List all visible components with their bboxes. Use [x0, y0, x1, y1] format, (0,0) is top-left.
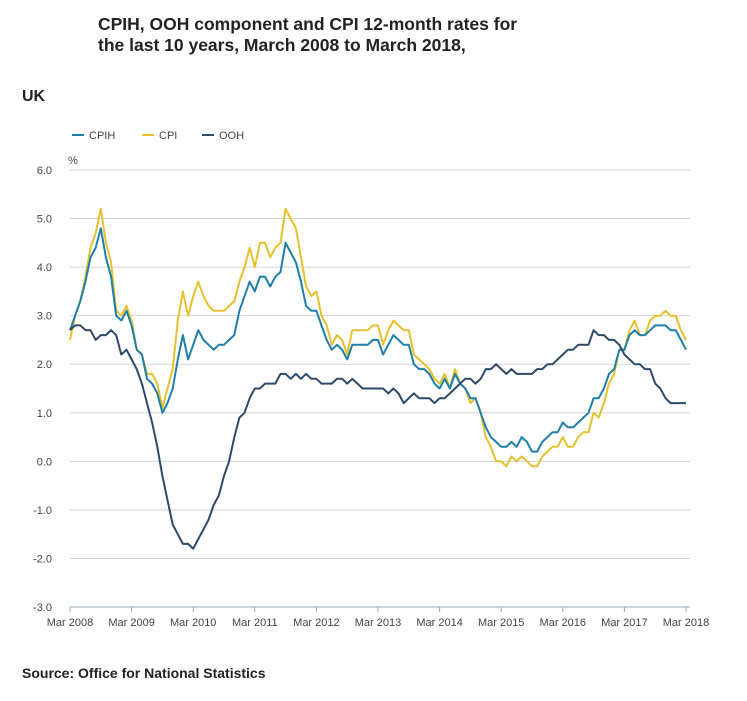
legend-label: OOH [219, 130, 244, 142]
x-tick-label: Mar 2012 [293, 617, 339, 629]
series-lines [69, 207, 687, 550]
y-tick-label: 0.0 [37, 456, 52, 468]
y-tick-label: -3.0 [33, 602, 52, 614]
x-tick-label: Mar 2011 [232, 617, 278, 629]
chart-subtitle: UK [22, 88, 46, 105]
x-tick-label: Mar 2015 [478, 617, 524, 629]
source-note: Source: Office for National Statistics [22, 665, 266, 681]
x-tick-labels: Mar 2008 Mar 2009 Mar 2010 Mar 2011 Mar 2012… [47, 607, 709, 629]
x-tick-label: Mar 2008 [47, 617, 93, 629]
x-tick-label: Mar 2017 [601, 617, 647, 629]
y-tick-label: -2.0 [33, 553, 52, 565]
y-tick-label: 3.0 [37, 311, 52, 323]
series-line-cpih [69, 227, 687, 453]
y-tick-label: 4.0 [37, 262, 52, 274]
legend: CPIH CPI OOH [72, 130, 244, 142]
legend-label: CPIH [89, 130, 115, 142]
y-tick-label: 2.0 [37, 359, 52, 371]
y-axis-label: % [68, 155, 78, 167]
y-tick-label: -1.0 [33, 505, 52, 517]
x-tick-label: Mar 2016 [540, 617, 586, 629]
x-tick-label: Mar 2009 [108, 617, 154, 629]
x-tick-label: Mar 2018 [663, 617, 709, 629]
x-tick-label: Mar 2010 [170, 617, 216, 629]
y-tick-label: 5.0 [37, 214, 52, 226]
y-tick-label: 6.0 [37, 165, 52, 177]
y-tick-labels: 6.0 5.0 4.0 3.0 2.0 1.0 0.0 -1.0 -2.0 -3.0 [33, 165, 52, 614]
series-line-cpi [69, 207, 687, 468]
y-tick-label: 1.0 [37, 408, 52, 420]
series-line-ooh [69, 324, 686, 550]
chart-title: CPIH, OOH component and CPI 12-month rat… [98, 14, 518, 55]
x-tick-label: Mar 2014 [416, 617, 462, 629]
legend-label: CPI [159, 130, 177, 142]
x-tick-label: Mar 2013 [355, 617, 401, 629]
gridlines [70, 169, 690, 608]
